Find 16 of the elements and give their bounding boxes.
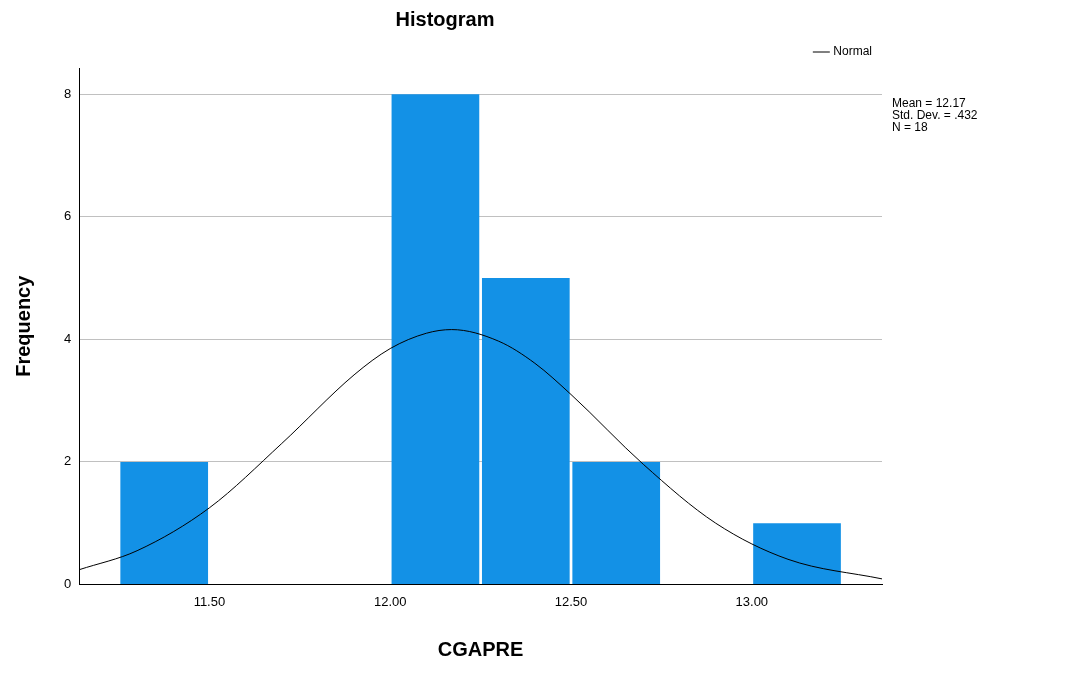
x-tick-label: 11.50 (193, 593, 226, 609)
y-tick-label: 6 (64, 208, 72, 224)
y-tick-label: 0 (64, 575, 72, 591)
legend-label: Normal (833, 44, 872, 59)
chart-title: Histogram (395, 7, 495, 30)
x-tick-label: 12.00 (373, 593, 407, 609)
y-tick-label: 4 (64, 330, 72, 346)
x-axis-title: CGAPRE (437, 637, 524, 660)
x-tick-label: 12.50 (554, 593, 588, 609)
text: N = 18 (892, 120, 929, 135)
y-tick-label: 8 (64, 85, 72, 101)
y-tick-label: 2 (64, 453, 72, 469)
y-axis-title: Frequency (11, 274, 34, 377)
text: Mean = 12.17 (892, 96, 967, 111)
text: Std. Dev. = .432 (892, 108, 978, 123)
x-tick-label: 13.00 (735, 593, 769, 609)
